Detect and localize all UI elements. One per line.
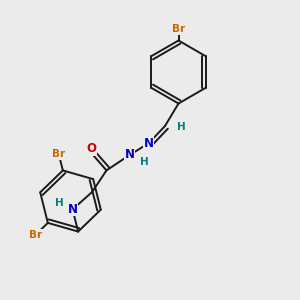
Text: N: N [143,137,154,150]
Text: N: N [68,203,78,216]
Text: Br: Br [29,230,42,240]
Text: Br: Br [52,149,65,159]
Text: H: H [177,122,186,133]
Text: O: O [86,142,97,155]
Text: H: H [140,157,149,167]
Text: N: N [125,148,135,161]
Text: H: H [55,198,64,208]
Text: Br: Br [172,24,185,34]
